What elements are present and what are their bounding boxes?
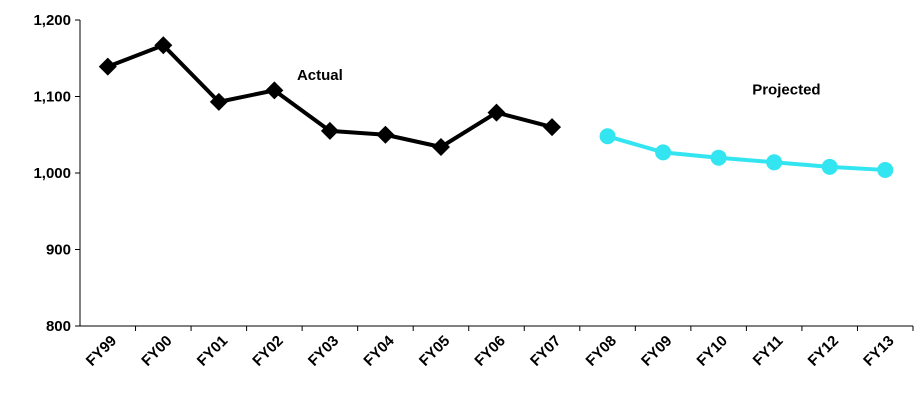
- x-tick-label: FY04: [360, 332, 398, 370]
- marker: [599, 128, 616, 145]
- marker: [265, 81, 284, 100]
- y-tick-label: 900: [46, 242, 71, 259]
- x-tick-label: FY06: [471, 332, 508, 369]
- marker: [766, 154, 783, 171]
- x-tick-label: FY07: [527, 332, 564, 369]
- x-tick-label: FY01: [194, 332, 231, 369]
- marker: [98, 57, 117, 76]
- x-tick-label: FY08: [583, 332, 620, 369]
- x-tick-label: FY10: [694, 332, 731, 369]
- marker: [543, 118, 562, 137]
- marker: [821, 158, 838, 175]
- x-tick-label: FY05: [416, 332, 453, 369]
- marker: [431, 137, 450, 156]
- marker: [655, 144, 672, 161]
- x-tick-label: FY12: [805, 332, 842, 369]
- y-tick-label: 1,000: [33, 165, 71, 182]
- marker: [710, 149, 727, 166]
- x-tick-label: FY09: [638, 332, 675, 369]
- y-tick-label: 1,200: [33, 12, 71, 29]
- marker: [877, 161, 894, 178]
- marker: [487, 103, 506, 122]
- marker: [154, 36, 173, 55]
- series-label: Projected: [752, 81, 820, 98]
- series-label: Actual: [297, 67, 343, 84]
- marker: [376, 125, 395, 144]
- y-tick-label: 1,100: [33, 89, 71, 106]
- marker: [320, 121, 339, 140]
- x-tick-label: FY13: [860, 332, 897, 369]
- x-tick-label: FY02: [249, 332, 286, 369]
- y-tick-label: 800: [46, 318, 71, 335]
- x-tick-label: FY99: [83, 332, 120, 369]
- x-tick-label: FY11: [750, 332, 787, 369]
- marker: [209, 92, 228, 111]
- x-tick-label: FY03: [305, 332, 342, 369]
- series-line: [607, 134, 886, 172]
- x-tick-label: FY00: [138, 332, 175, 369]
